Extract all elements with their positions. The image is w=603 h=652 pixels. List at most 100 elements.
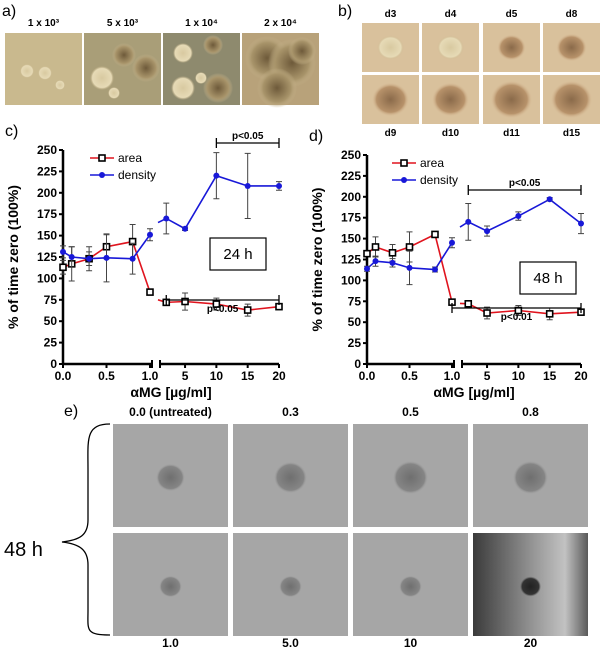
legend-label: density bbox=[420, 173, 458, 187]
day-label: d10 bbox=[442, 128, 460, 139]
p-value-label: p<0.05 bbox=[509, 178, 541, 189]
x-tick-label: 10 bbox=[210, 369, 224, 383]
data-point bbox=[405, 243, 414, 251]
data-point bbox=[449, 239, 455, 246]
concentration-label: 10 bbox=[404, 636, 418, 650]
concentration-label: 0.8 bbox=[522, 405, 539, 419]
day-label: d11 bbox=[503, 128, 520, 139]
data-point bbox=[364, 265, 370, 272]
data-point bbox=[212, 300, 221, 308]
x-tick-label: 1.0 bbox=[444, 369, 461, 383]
x-tick-label: 0.0 bbox=[359, 369, 376, 383]
concentration-label: 0.3 bbox=[282, 405, 299, 419]
concentration-label: 1.0 bbox=[162, 636, 179, 650]
day-label: d3 bbox=[385, 9, 397, 20]
data-point bbox=[243, 306, 252, 314]
data-point bbox=[372, 258, 379, 265]
y-tick-label: 0 bbox=[354, 357, 361, 371]
treated-spheroid-photo bbox=[353, 424, 468, 527]
time-box-label: 48 h bbox=[533, 270, 562, 287]
seeding-density-label: 2 x 10⁴ bbox=[264, 18, 297, 29]
x-tick-label: 1.0 bbox=[142, 369, 159, 383]
data-point bbox=[68, 254, 75, 260]
y-axis-label: % of time zero (100%) bbox=[309, 188, 325, 332]
spheroid-day-photo bbox=[543, 23, 600, 72]
data-point bbox=[244, 182, 251, 189]
data-point bbox=[163, 215, 170, 222]
chart-24h: c) 0 25 50 75 100 125 150 175 200 225 250 % of time … bbox=[5, 123, 286, 400]
spheroid-day-photo bbox=[422, 75, 479, 124]
legend-marker bbox=[98, 154, 106, 162]
x-tick-label: 0.5 bbox=[98, 369, 115, 383]
y-tick-label: 150 bbox=[37, 229, 57, 243]
y-tick-label: 50 bbox=[348, 315, 362, 329]
data-point bbox=[388, 249, 397, 257]
data-point bbox=[181, 297, 189, 306]
legend-marker bbox=[401, 177, 407, 183]
y-tick-label: 125 bbox=[341, 253, 361, 267]
x-tick-label: 15 bbox=[241, 369, 255, 383]
y-tick-label: 200 bbox=[37, 186, 57, 200]
data-point bbox=[546, 196, 553, 203]
x-axis-label: αMG [µg/ml] bbox=[130, 384, 211, 400]
data-point bbox=[545, 310, 554, 318]
spheroid-day-photo bbox=[483, 23, 540, 72]
spheroid-day-photo bbox=[422, 23, 479, 72]
panel-b: b) d3 d4 d5 d8 d9 d10 d11 d15 bbox=[338, 3, 600, 139]
series-line bbox=[157, 174, 279, 230]
series-density bbox=[364, 196, 584, 286]
data-point bbox=[371, 243, 380, 251]
legend-label: area bbox=[420, 156, 444, 170]
data-point bbox=[146, 288, 154, 296]
data-point bbox=[182, 225, 189, 232]
data-point bbox=[86, 255, 93, 262]
x-tick-label: 20 bbox=[272, 369, 286, 383]
y-tick-label: 75 bbox=[348, 294, 362, 308]
concentration-label: 20 bbox=[524, 636, 538, 650]
chart-48h: d) 0 25 50 75 100 125 150 175 200 225 250 % of time … bbox=[309, 128, 588, 400]
x-tick-label: 15 bbox=[543, 369, 557, 383]
p-value-label: p<0.05 bbox=[207, 304, 239, 315]
legend-marker bbox=[99, 172, 105, 178]
data-point bbox=[60, 248, 66, 255]
panel-e-label: e) bbox=[64, 403, 78, 420]
y-tick-label: 100 bbox=[37, 271, 57, 285]
treated-spheroid-photo bbox=[113, 424, 228, 527]
x-tick-label: 0.0 bbox=[55, 369, 72, 383]
panel-label: c) bbox=[5, 123, 18, 140]
data-point bbox=[483, 309, 491, 317]
data-point bbox=[389, 259, 396, 266]
day-label: d5 bbox=[506, 9, 518, 20]
colony-photo bbox=[163, 33, 240, 105]
y-tick-label: 250 bbox=[341, 148, 361, 162]
treated-spheroid-photo bbox=[353, 533, 468, 636]
data-point bbox=[515, 213, 522, 220]
treated-spheroid-photo bbox=[233, 424, 348, 527]
legend-marker bbox=[400, 159, 408, 167]
legend: area density bbox=[90, 151, 156, 182]
data-point bbox=[406, 264, 413, 271]
colony-photo bbox=[242, 33, 319, 108]
y-tick-label: 225 bbox=[341, 169, 361, 183]
spheroid-day-photo bbox=[483, 75, 540, 124]
spheroid-day-photo bbox=[543, 75, 600, 124]
y-tick-label: 250 bbox=[37, 143, 57, 157]
treated-spheroid-photo bbox=[233, 533, 348, 636]
significance-bar bbox=[215, 138, 280, 148]
series-density bbox=[60, 152, 282, 283]
y-tick-label: 50 bbox=[44, 314, 58, 328]
p-value-label: p<0.05 bbox=[232, 131, 264, 142]
day-label: d9 bbox=[385, 128, 397, 139]
y-tick-label: 125 bbox=[37, 250, 57, 264]
data-point bbox=[129, 255, 136, 262]
treated-spheroid-photo bbox=[473, 424, 588, 527]
y-axis-label: % of time zero (100%) bbox=[5, 185, 21, 329]
y-tick-label: 25 bbox=[348, 336, 362, 350]
panel-e: e) 48 h 0.0 (untreated) 0.3 0.5 0.8 1.0 5.0 10… bbox=[4, 403, 588, 650]
x-tick-label: 0.5 bbox=[401, 369, 418, 383]
colony-photo bbox=[5, 33, 82, 105]
y-tick-label: 150 bbox=[341, 232, 361, 246]
data-point bbox=[432, 266, 438, 273]
treated-spheroid-photo bbox=[473, 533, 588, 636]
